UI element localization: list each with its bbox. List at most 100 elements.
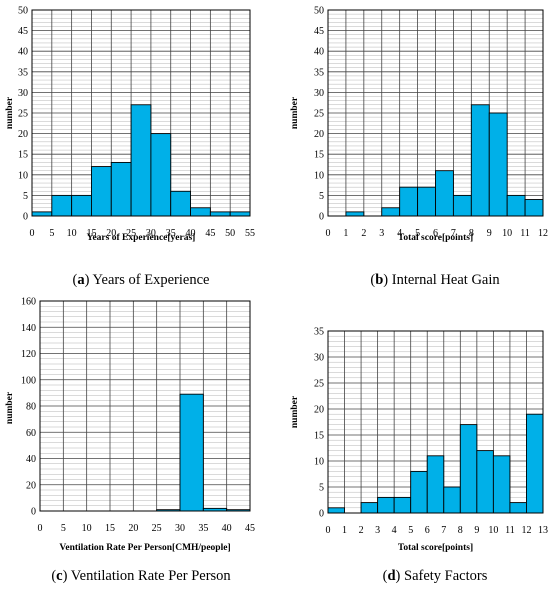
bar [426,455,445,514]
x-tick-label: 25 [152,523,162,534]
caption-letter: c [56,568,63,584]
y-tick-label: 20 [314,405,324,416]
bar [31,211,53,217]
x-tick-label: 0 [38,523,43,534]
x-tick-label: 15 [105,523,115,534]
bar [488,112,508,217]
bar [327,507,345,514]
y-axis-label: number [290,96,300,129]
x-tick-label: 1 [342,525,347,536]
chart-panel-a: 0 5 10 15 20 25 30 35 40 45 50 0 5 10 15 20 25 30 35 40 45 50… [5,6,255,289]
y-tick-label: 0 [319,212,324,223]
x-tick-label: 6 [425,525,430,536]
caption-text: ) Safety Factors [396,568,488,584]
caption-letter: a [77,272,85,288]
plot-frame [39,300,251,512]
bar [443,486,461,514]
x-tick-label: 10 [82,523,92,534]
bar [509,502,527,514]
plot-frame [327,9,544,217]
y-axis-label: number [290,395,300,428]
x-tick-label: 15 [86,228,96,239]
y-tick-label: 0 [319,509,324,520]
x-tick-label: 40 [222,523,232,534]
x-tick-label: 0 [326,228,331,239]
bar [476,450,494,514]
bar [170,190,191,217]
x-tick-label: 5 [415,228,420,239]
x-tick-label: 7 [451,228,456,239]
y-tick-label: 0 [23,212,28,223]
y-tick-label: 50 [314,6,324,17]
bar [459,424,478,514]
bar [435,170,454,217]
caption-text: ) Ventilation Rate Per Person [63,568,232,584]
x-tick-label: 30 [175,523,185,534]
y-tick-label: 20 [18,129,28,140]
bar [71,194,92,217]
y-axis-label: number [5,96,15,129]
x-tick-label: 11 [520,228,530,239]
x-tick-label: 55 [245,228,255,239]
caption-open-paren: ( [51,568,56,584]
bar [345,211,365,217]
x-axis-label: Total score[points] [398,543,473,553]
bar [190,207,211,217]
y-axis-label: number [5,391,15,424]
y-tick-label: 40 [314,47,324,58]
x-tick-label: 8 [469,228,474,239]
x-tick-label: 13 [538,525,548,536]
caption-open-paren: ( [383,568,388,584]
x-tick-label: 40 [186,228,196,239]
y-tick-label: 15 [314,150,324,161]
x-tick-label: 20 [106,228,116,239]
y-tick-label: 45 [18,26,28,37]
bar [506,194,526,217]
bar [377,496,395,514]
y-tick-label: 35 [314,67,324,78]
bar [130,104,152,217]
x-tick-label: 2 [359,525,364,536]
y-tick-label: 45 [314,26,324,37]
bar [410,470,428,514]
bar [399,186,419,217]
x-tick-label: 35 [198,523,208,534]
plot-frame [327,330,544,514]
y-tick-label: 25 [314,379,324,390]
x-tick-label: 3 [375,525,380,536]
x-tick-label: 0 [30,228,35,239]
x-tick-label: 1 [343,228,348,239]
y-tick-label: 15 [18,150,28,161]
y-tick-label: 15 [314,431,324,442]
y-tick-label: 35 [314,327,324,338]
y-tick-label: 20 [26,480,36,491]
bar [179,393,204,512]
x-tick-label: 0 [326,525,331,536]
x-tick-label: 8 [458,525,463,536]
x-tick-label: 10 [488,525,498,536]
y-tick-label: 40 [26,454,36,465]
x-tick-label: 3 [379,228,384,239]
x-tick-label: 12 [521,525,531,536]
x-tick-label: 5 [49,228,54,239]
y-tick-label: 50 [18,6,28,17]
bar [492,455,511,514]
bar [417,186,436,217]
x-tick-label: 45 [205,228,215,239]
caption-letter: b [375,272,383,288]
caption-letter: d [387,568,395,584]
caption-open-paren: ( [73,272,78,288]
x-tick-label: 2 [361,228,366,239]
y-tick-label: 10 [18,170,28,181]
bar [526,413,544,514]
x-axis-label: Ventilation Rate Per Person[CMH/people] [59,543,230,553]
x-tick-label: 9 [474,525,479,536]
y-tick-label: 20 [314,129,324,140]
x-axis-label: Total score[points] [398,233,473,243]
bar [150,133,172,217]
y-tick-label: 160 [21,297,36,308]
x-tick-label: 6 [433,228,438,239]
x-tick-label: 11 [505,525,515,536]
bar [470,104,490,217]
y-tick-label: 30 [314,88,324,99]
